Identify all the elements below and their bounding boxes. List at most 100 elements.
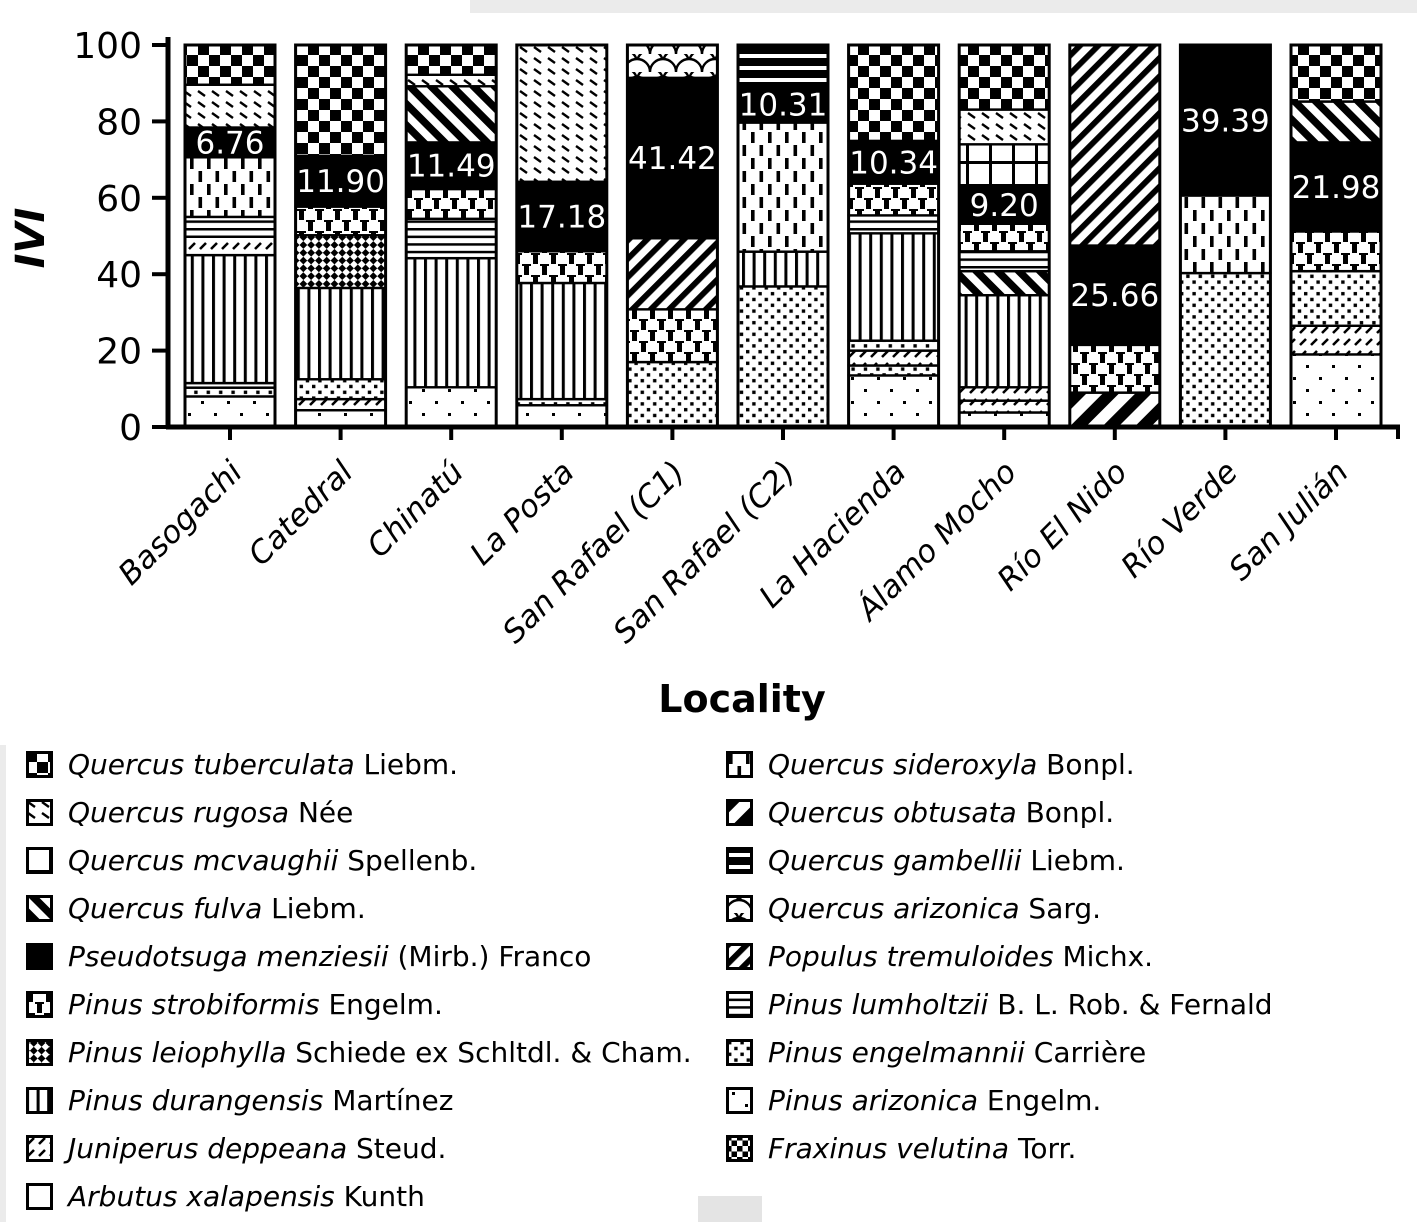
legend-species-label: Pinus arizonica Engelm. — [768, 1083, 1102, 1117]
legend-item: Populus tremuloides Michx. — [726, 932, 1273, 980]
legend-swatch-icon — [26, 1182, 53, 1210]
x-tick-label: San Julián — [1222, 454, 1356, 588]
legend-item: Quercus mcvaughii Spellenb. — [26, 836, 692, 884]
bar-segment: Populus tremuloides — [626, 237, 719, 311]
bars-group: Pinus arizonica Pinus engelmannii Pinus lu… — [183, 43, 1383, 429]
legend-item: Pinus arizonica Engelm. — [726, 1076, 1273, 1124]
bar-segment: Juniperus deppeana — [1289, 324, 1383, 356]
legend-item: Pinus lumholtzii B. L. Rob. & Fernald — [726, 980, 1273, 1028]
bar-segment: Quercus fulva — [405, 85, 498, 144]
bar-segment: Pinus durangensis — [515, 281, 608, 401]
legend-item: Pinus strobiformis Engelm. — [26, 980, 692, 1028]
legend-species-label: Fraxinus velutina Torr. — [768, 1131, 1077, 1165]
bar-segment: Pinus arizonica — [294, 408, 387, 429]
legend-item: Quercus tuberculata Liebm. — [26, 740, 692, 788]
bar-segment: Quercus obtusata — [1068, 391, 1162, 429]
bar-segment: Quercus sideroxyla — [736, 121, 830, 253]
bar-segment: Quercus gambellii — [736, 43, 830, 88]
legend-swatch-icon — [726, 846, 753, 874]
legend-species-label: Pinus lumholtzii B. L. Rob. & Fernald — [768, 987, 1273, 1021]
legend-species-label: Quercus mcvaughii Spellenb. — [68, 843, 478, 877]
bar-segment: Pseudotsuga menziesii — [1179, 43, 1272, 197]
legend-swatch-icon — [26, 846, 53, 874]
legend-species-label: Populus tremuloides Michx. — [768, 939, 1154, 973]
legend-item: Quercus fulva Liebm. — [26, 884, 692, 932]
bar-segment: Quercus tuberculata — [847, 43, 940, 143]
bar-segment: Pinus arizonica — [1289, 353, 1383, 429]
bar-segment: Juniperus deppeana — [847, 349, 940, 367]
bar-segment: Juniperus deppeana — [183, 235, 277, 257]
legend-species-label: Quercus fulva Liebm. — [68, 891, 366, 925]
legend-item: Pseudotsuga menziesii (Mirb.) Franco — [26, 932, 692, 980]
bar-segment: Quercus tuberculata — [183, 43, 277, 86]
bar-segment: Pinus durangensis — [736, 250, 830, 288]
x-tick-label: La Posta — [463, 454, 581, 572]
bar-segment: Pinus durangensis — [405, 256, 498, 389]
bar-segment: Pinus lumholtzii — [847, 214, 940, 235]
legend-species-label: Quercus obtusata Bonpl. — [768, 795, 1115, 829]
legend-swatch-icon — [726, 894, 753, 922]
legend-swatch-icon — [26, 1038, 53, 1066]
legend-species-label: Pinus leiophylla Schiede ex Schltdl. & C… — [68, 1035, 692, 1069]
bar-value-label: 17.18 — [517, 200, 606, 236]
legend-swatch-icon — [26, 990, 53, 1018]
y-tick-label: 40 — [96, 255, 142, 296]
bar-segment: Quercus arizonica — [626, 43, 719, 80]
legend-item: Pinus engelmannii Carrière — [726, 1028, 1273, 1076]
bar-segment: Pinus arizonica — [847, 374, 940, 429]
legend-item: Quercus gambellii Liebm. — [726, 836, 1273, 884]
bar-value-label: 21.98 — [1292, 170, 1381, 206]
bar-segment: Quercus tuberculata — [405, 43, 498, 76]
legend-species-label: Quercus sideroxyla Bonpl. — [768, 747, 1135, 781]
legend-swatch-icon — [726, 750, 753, 778]
bar-segment: Pinus strobiformis — [405, 187, 498, 221]
bar-segment: Quercus tuberculata — [1289, 43, 1383, 103]
scan-artifact-bottom — [698, 1196, 762, 1222]
bar-segment: Pinus engelmannii — [847, 339, 940, 352]
bar-segment: Pinus durangensis — [183, 253, 277, 385]
legend-item: Pinus leiophylla Schiede ex Schltdl. & C… — [26, 1028, 692, 1076]
bar-segment: Pinus arizonica — [515, 404, 608, 429]
y-axis-title: IVI — [8, 208, 54, 269]
legend-swatch-icon — [726, 990, 753, 1018]
bar-segment: Pinus strobiformis — [847, 182, 940, 217]
legend-swatch-icon — [26, 942, 53, 970]
bar-segment: Pseudotsuga menziesii — [958, 185, 1051, 225]
legend-item: Quercus arizonica Sarg. — [726, 884, 1273, 932]
bar-segment: Pinus strobiformis — [626, 308, 719, 364]
x-tick-label: San Rafael (C2) — [606, 454, 802, 650]
bar-segment: Pseudotsuga menziesii — [626, 76, 719, 240]
bar-value-label: 25.66 — [1070, 278, 1159, 314]
bar-segment: Quercus rugosa — [515, 43, 608, 183]
bar-segment: Pinus durangensis — [294, 286, 387, 381]
legend-swatch-icon — [726, 798, 753, 826]
legend-item: Quercus rugosa Née — [26, 788, 692, 836]
legend-swatch-icon — [26, 1134, 53, 1162]
bar-segment: Pinus lumholtzii — [183, 215, 277, 238]
bar-value-label: 10.34 — [849, 145, 938, 181]
bar-segment: Juniperus deppeana — [958, 386, 1051, 402]
scan-artifact-left — [0, 745, 6, 1222]
legend-species-label: Pinus engelmannii Carrière — [768, 1035, 1147, 1069]
bar-segment: Pinus strobiformis — [294, 205, 387, 237]
bar-segment: Pinus arizonica — [183, 395, 277, 429]
x-tick-label: Basogachi — [112, 454, 250, 592]
legend-swatch-icon — [26, 750, 53, 778]
bar-segment: Pinus engelmannii — [736, 285, 830, 429]
legend-species-label: Pinus durangensis Martínez — [68, 1083, 454, 1117]
bar-value-label: 39.39 — [1181, 103, 1270, 139]
bar-segment: Pinus arizonica — [405, 386, 498, 429]
legend-item: Quercus sideroxyla Bonpl. — [726, 740, 1273, 788]
y-tick-label: 0 — [119, 408, 142, 449]
bar-segment: Quercus tuberculata — [294, 43, 387, 157]
bar-segment: Pinus strobiformis — [958, 222, 1051, 253]
legend-species-label: Pseudotsuga menziesii (Mirb.) Franco — [68, 939, 592, 973]
bar-segment: Juniperus deppeana — [958, 399, 1051, 414]
bar-segment: Pinus leiophylla — [294, 234, 387, 290]
bar-segment: Quercus rugosa — [405, 73, 498, 88]
y-tick-label: 60 — [96, 179, 142, 220]
bar-segment: Pinus engelmannii — [626, 360, 719, 429]
y-tick-label: 100 — [73, 26, 142, 67]
bar-segment: Pinus durangensis — [847, 232, 940, 342]
